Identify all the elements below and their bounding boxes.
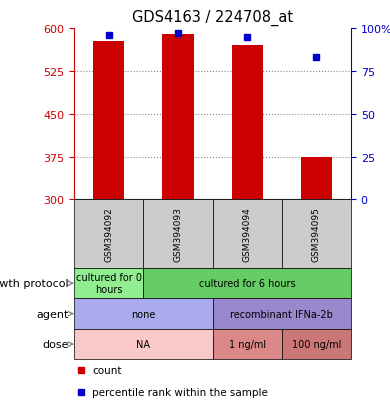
Text: GSM394094: GSM394094 — [243, 207, 252, 261]
Text: percentile rank within the sample: percentile rank within the sample — [92, 387, 268, 396]
Text: NA: NA — [136, 339, 150, 349]
Text: count: count — [92, 366, 122, 375]
Bar — [74, 268, 144, 299]
Bar — [74, 200, 144, 268]
Text: GSM394092: GSM394092 — [104, 207, 113, 261]
Text: 100 ng/ml: 100 ng/ml — [292, 339, 341, 349]
Bar — [301, 157, 332, 200]
Bar — [74, 299, 213, 329]
Text: recombinant IFNa-2b: recombinant IFNa-2b — [230, 309, 333, 319]
Text: none: none — [131, 309, 156, 319]
Bar — [282, 329, 351, 359]
Bar — [93, 41, 124, 200]
Text: growth protocol: growth protocol — [0, 278, 73, 288]
Bar — [282, 200, 351, 268]
Bar — [232, 46, 263, 200]
Bar — [213, 299, 351, 329]
Bar — [74, 329, 213, 359]
Bar — [162, 35, 193, 200]
Text: agent: agent — [36, 309, 73, 319]
Bar — [144, 200, 213, 268]
Text: GSM394095: GSM394095 — [312, 207, 321, 261]
Text: GSM394093: GSM394093 — [174, 207, 183, 261]
Text: cultured for 6 hours: cultured for 6 hours — [199, 278, 296, 288]
Text: cultured for 0
hours: cultured for 0 hours — [76, 273, 142, 294]
Bar — [213, 200, 282, 268]
Text: dose: dose — [42, 339, 73, 349]
Title: GDS4163 / 224708_at: GDS4163 / 224708_at — [132, 10, 293, 26]
Text: 1 ng/ml: 1 ng/ml — [229, 339, 266, 349]
Bar — [144, 268, 351, 299]
Bar — [213, 329, 282, 359]
